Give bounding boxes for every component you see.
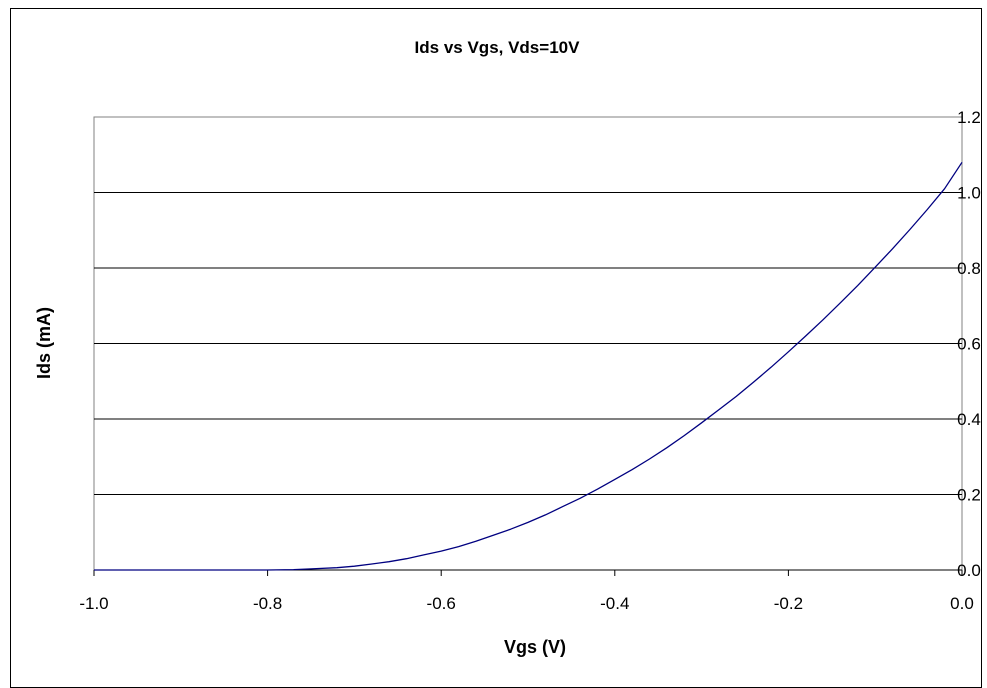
x-tick-label: -1.0: [79, 594, 108, 613]
x-tick-label: -0.4: [600, 594, 629, 613]
y-tick-label: 0.0: [957, 561, 981, 580]
x-axis-label: Vgs (V): [504, 637, 566, 657]
x-axis: -1.0 -0.8 -0.6 -0.4 -0.2 0.0: [79, 569, 974, 613]
y-tick-label: 0.8: [957, 259, 981, 278]
x-tick-label: -0.2: [774, 594, 803, 613]
y-tick-label: 0.2: [957, 486, 981, 505]
x-tick-label: 0.0: [950, 594, 974, 613]
y-tick-label: 0.6: [957, 335, 981, 354]
x-tick-label: -0.8: [253, 594, 282, 613]
y-tick-label: 1.0: [957, 184, 981, 203]
y-axis: 0.0 0.2 0.4 0.6 0.8 1.0 1.2: [957, 108, 981, 580]
series-line: [94, 161, 963, 571]
y-tick-label: 1.2: [957, 108, 981, 127]
chart-title: Ids vs Vgs, Vds=10V: [415, 38, 581, 57]
series-group: [94, 161, 963, 571]
chart-frame: [10, 8, 982, 688]
x-tick-label: -0.6: [427, 594, 456, 613]
y-axis-label: Ids (mA): [34, 307, 54, 379]
gridlines: [94, 192, 962, 495]
y-tick-label: 0.4: [957, 410, 981, 429]
